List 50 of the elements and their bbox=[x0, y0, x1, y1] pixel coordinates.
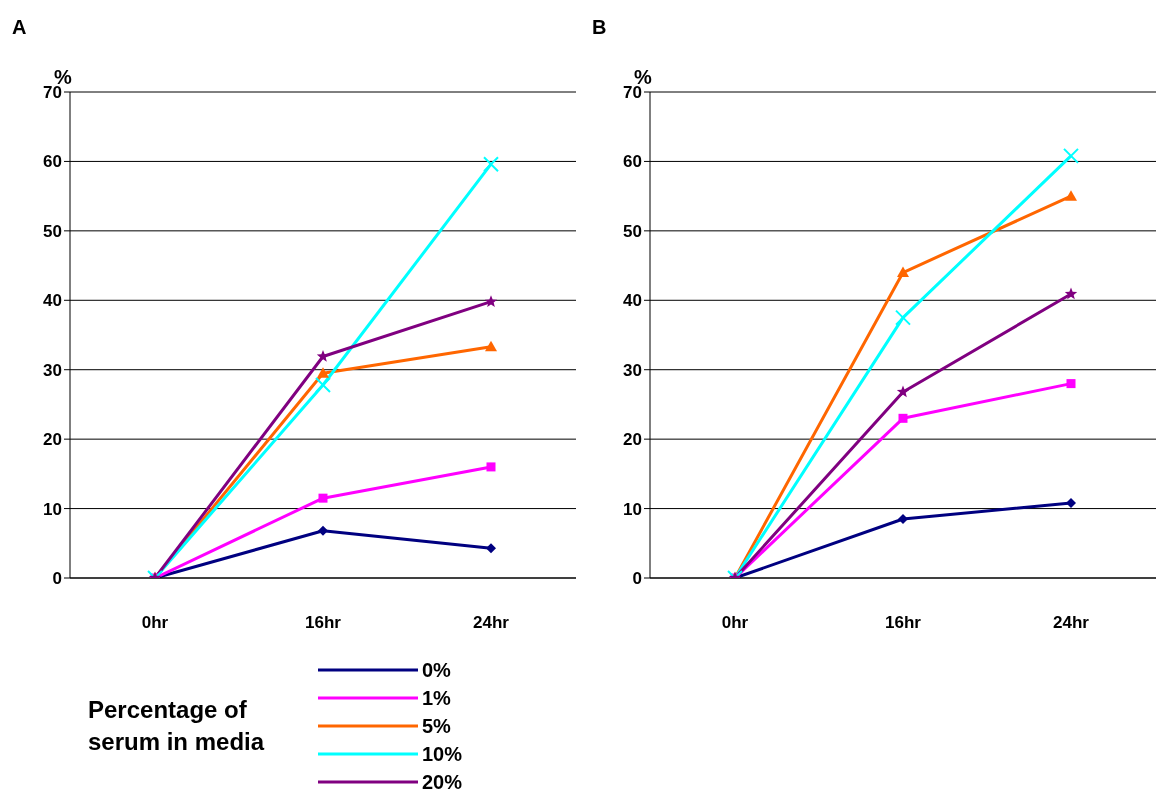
x-tick-label: 24hr bbox=[473, 613, 510, 633]
legend-label: 10% bbox=[422, 742, 463, 766]
point bbox=[318, 493, 328, 503]
y-tick-label: 60 bbox=[43, 152, 62, 172]
y-tick-label: 30 bbox=[43, 360, 62, 380]
point bbox=[316, 350, 330, 362]
point bbox=[317, 367, 329, 378]
point bbox=[485, 340, 497, 352]
point bbox=[896, 385, 910, 398]
y-tick-label: 40 bbox=[623, 291, 642, 311]
y-tick-label: 50 bbox=[623, 221, 642, 241]
y-tick-label: 0 bbox=[632, 569, 642, 589]
point bbox=[1064, 287, 1078, 300]
point bbox=[1066, 498, 1076, 509]
legend-label: 0% bbox=[422, 658, 451, 682]
y-tick-label: 20 bbox=[43, 430, 62, 450]
y-tick-label: 30 bbox=[623, 360, 642, 380]
y-tick-label: 10 bbox=[623, 499, 642, 519]
legend-label: 20% bbox=[422, 770, 463, 794]
x-tick-label: 16hr bbox=[885, 613, 922, 633]
y-tick-label: 40 bbox=[43, 291, 62, 311]
point bbox=[898, 513, 908, 524]
chart-title: B bbox=[592, 16, 607, 39]
y-tick-label: 60 bbox=[623, 152, 642, 172]
point bbox=[1065, 190, 1077, 201]
x-tick-label: 16hr bbox=[305, 613, 342, 633]
point bbox=[1063, 147, 1079, 164]
legend-title: Percentage of serum in media bbox=[88, 695, 266, 757]
legend-label: 1% bbox=[422, 686, 451, 710]
y-tick-label: 10 bbox=[43, 499, 62, 519]
y-tick-label: 20 bbox=[623, 430, 642, 450]
y-tick-label: 70 bbox=[43, 83, 62, 103]
point bbox=[486, 543, 496, 554]
point bbox=[315, 376, 331, 393]
point bbox=[484, 295, 498, 307]
point bbox=[897, 266, 909, 278]
point bbox=[483, 156, 499, 173]
point bbox=[898, 413, 908, 423]
x-tick-label: 0hr bbox=[721, 613, 749, 633]
y-tick-label: 70 bbox=[623, 83, 642, 103]
chart-title: A bbox=[12, 16, 27, 39]
y-tick-label: 0 bbox=[52, 569, 62, 589]
x-tick-label: 0hr bbox=[141, 613, 169, 633]
point bbox=[1066, 379, 1076, 389]
y-tick-label: 50 bbox=[43, 221, 62, 241]
legend-label: 5% bbox=[422, 714, 451, 738]
point bbox=[895, 309, 911, 326]
point bbox=[318, 525, 328, 536]
point bbox=[486, 462, 496, 472]
x-tick-label: 24hr bbox=[1053, 613, 1090, 633]
